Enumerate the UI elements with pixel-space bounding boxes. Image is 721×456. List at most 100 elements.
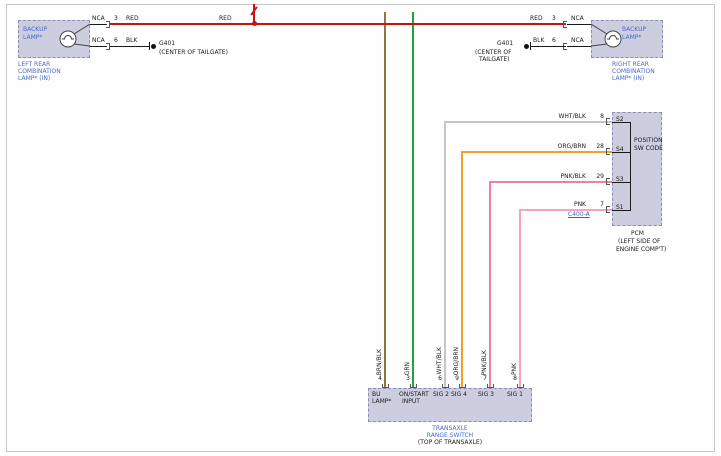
right-rear-lamp-box [591,20,663,58]
pcm-terminal: S2 [616,116,624,123]
switch-pin-label: INPUT [402,398,420,405]
component-caption: (LEFT SIDE OF [618,238,661,245]
connector-icon [606,118,610,125]
pcm-function-label: SW CODE [634,145,663,152]
wire-pnk-h [519,209,612,211]
wire-brn-blk [384,12,386,388]
ground-location: TAILGATE) [479,56,510,63]
switch-pin-label: SIG 1 [507,391,523,398]
wire-color-label: BLK [126,37,138,44]
left-rear-lamp-box [18,20,90,58]
wire-color-label: RED [219,15,232,22]
component-caption: (TOP OF TRANSAXLE) [417,439,483,446]
wire-stub [90,46,107,47]
pin-number: 29 [596,173,604,180]
component-label: LAMP* [622,34,642,41]
pcm-inner-stub [612,210,630,211]
component-label: BACKUP [23,26,48,33]
pcm-inner-stub [612,182,630,183]
pcm-inner-stub [612,122,630,123]
wire-label: NCA [92,37,105,44]
ground-dot [524,44,529,49]
ground-tick [530,42,531,50]
wire-color-label: PNK/BLK [560,173,586,180]
component-caption: TRANSAXLE [432,425,468,432]
component-caption: PCM [631,230,644,237]
wire-pnk-v [519,209,521,388]
wire-org-brn-v [461,151,463,388]
pin-number: 6 [114,37,118,44]
pin-number: 3 [114,15,118,22]
wire-label: NCA [571,37,584,44]
component-label: BACKUP [622,26,647,33]
component-caption: LAMP* (IN) [612,75,645,82]
pcm-terminal: S3 [616,176,624,183]
wire-red-riser [253,4,255,24]
wire-color-label: RED [126,15,139,22]
pin-number: 3 [406,375,410,382]
wire-color-label: WHT/BLK [558,113,586,120]
wire-blk-ground [531,46,566,47]
wire-red-power [110,23,566,25]
wire-grn [412,12,414,388]
wire-label: NCA [92,15,105,22]
switch-pin-label: BU [372,391,381,398]
wire-color-label-vertical: GRN [404,361,411,375]
pcm-function-label: POSITION [634,137,663,144]
ground-location: (CENTER OF [475,49,512,56]
wire-stub-left [90,24,107,25]
wire-color-label-vertical: ORG/BRN [453,346,460,375]
pin-number: 4 [378,375,382,382]
pin-number: 8 [600,113,604,120]
connector-link-c400a[interactable]: C400-A [568,211,590,218]
wire-wht-blk-h [444,121,612,123]
switch-pin-label: LAMP* [372,398,392,405]
pcm-box [612,112,662,226]
pcm-inner-stub [612,152,630,153]
diagram-border [6,4,715,452]
connector-icon [563,21,567,28]
pin-number: 3 [552,15,556,22]
switch-pin-label: SIG 4 [451,391,467,398]
connector-icon [606,206,610,213]
pin-number: 6 [438,375,442,382]
connector-icon [606,178,610,185]
ground-tick [149,42,150,50]
connector-icon [106,21,110,28]
ground-location: (CENTER OF TAILGATE) [159,49,228,56]
component-label: LAMP* [23,34,43,41]
component-caption: LAMP* (IN) [18,75,51,82]
wire-label: NCA [571,15,584,22]
connector-icon [487,384,494,388]
component-caption: RANGE SWITCH [426,432,474,439]
pin-number: 6 [552,37,556,44]
wire-pnk-blk-v [489,181,491,388]
wire-color-label: RED [530,15,543,22]
pcm-bus-line [630,122,631,211]
pin-number: 9 [455,375,459,382]
wire-org-brn-h [461,151,612,153]
component-caption: ENGINE COMP'T) [616,246,667,253]
wire-blk-ground [110,46,149,47]
bulb-icon [59,23,90,48]
component-caption: LEFT REAR [18,61,51,68]
connector-icon [382,384,389,388]
wire-wht-blk-v [444,121,446,388]
pcm-terminal: S1 [616,204,624,211]
pcm-terminal: S4 [616,146,624,153]
connector-icon [459,384,466,388]
wire-color-label-vertical: PNK/BLK [481,349,488,375]
ground-id: G401 [497,40,514,47]
connector-icon [517,384,524,388]
pin-number: 7 [600,201,604,208]
wire-stub-right [567,24,591,25]
connector-icon [606,148,610,155]
wire-color-label: BLK [533,37,545,44]
switch-pin-label: ON/START [399,391,429,398]
pin-number: 8 [513,375,517,382]
switch-pin-label: SIG 2 [433,391,449,398]
wire-color-label-vertical: WHT/BLK [436,347,443,375]
transaxle-range-switch-box [368,388,532,422]
component-caption: COMBINATION [18,68,61,75]
